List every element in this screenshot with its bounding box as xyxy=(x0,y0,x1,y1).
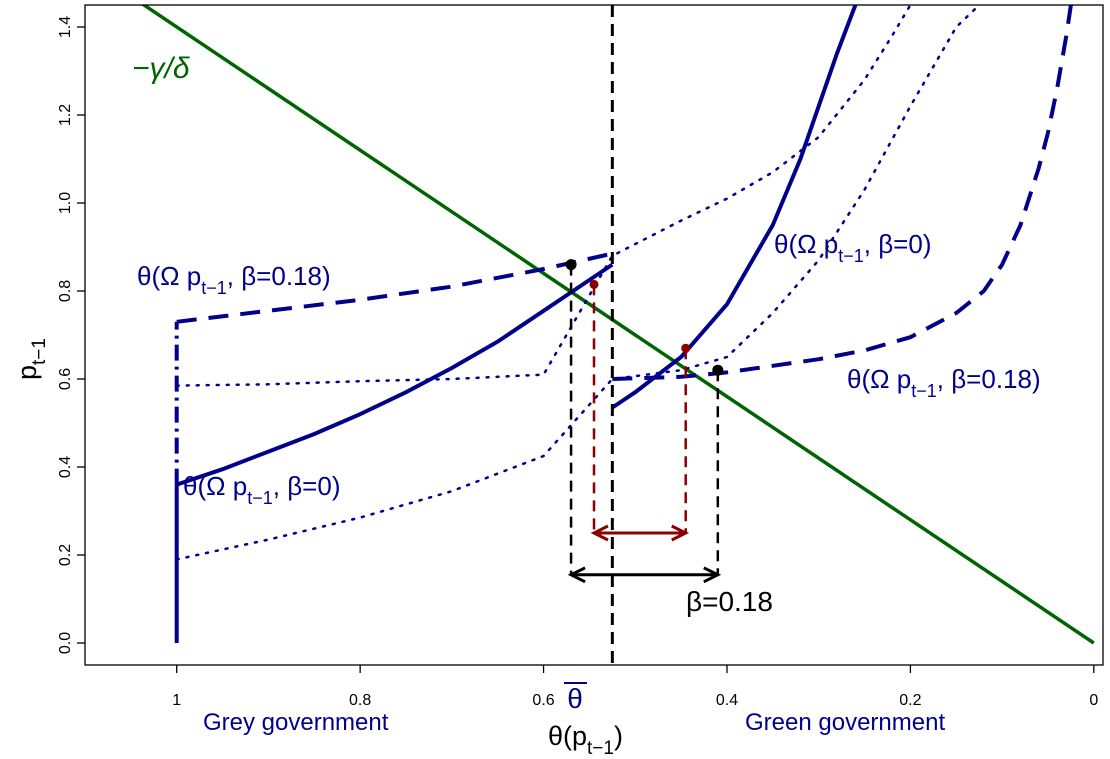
curve-label-beta0-lower: θ(Ω pt−1, β=0) xyxy=(183,471,341,508)
x-tick-label: 0.6 xyxy=(532,692,554,709)
marks-layer xyxy=(565,5,724,665)
point-black_left xyxy=(565,259,577,271)
y-tick-label: 1.4 xyxy=(57,16,74,38)
series-dotted_lower xyxy=(175,5,982,561)
beta-arrow-red-head-right xyxy=(671,524,690,542)
x-tick-label: 0 xyxy=(1089,692,1098,709)
curve-label-beta0-upper: θ(Ω pt−1, β=0) xyxy=(774,229,932,266)
series-solid_left xyxy=(176,262,614,487)
y-tick-label: 1.2 xyxy=(57,104,74,126)
y-axis-label: pt−1 xyxy=(12,338,50,380)
y-tick-label: 0.6 xyxy=(57,368,74,390)
series-dashed_right xyxy=(612,5,1073,381)
x-tick-label: 0.2 xyxy=(899,692,921,709)
y-tick-label: 0.0 xyxy=(57,632,74,654)
point-red_left xyxy=(589,279,599,289)
y-tick-label: 0.2 xyxy=(57,544,74,566)
series-dashed_left xyxy=(176,251,613,324)
series-solid_right xyxy=(611,5,858,410)
x-tick-label: 0.8 xyxy=(349,692,371,709)
curve-label-beta018-right: θ(Ω pt−1, β=0.18) xyxy=(847,364,1041,401)
line-label: −γ/δ xyxy=(132,52,190,85)
x-tick-label: 1 xyxy=(172,692,181,709)
axes-layer: 1 0.8 0.6 0.4 0.2 0 0.0 0.2 0.4 0.6 0.8 1.0 1.2 1.4 xyxy=(57,16,1098,709)
beta-arrow-black-head-left xyxy=(567,566,586,584)
y-tick-label: 0.4 xyxy=(57,456,74,478)
theta-bar-label: θ xyxy=(567,683,583,714)
beta-label: β=0.18 xyxy=(686,586,773,617)
point-black_right xyxy=(712,364,724,376)
y-tick-label: 1.0 xyxy=(57,192,74,214)
beta-arrow-red-head-left xyxy=(590,524,609,542)
y-tick-label: 0.8 xyxy=(57,280,74,302)
region-label-grey: Grey government xyxy=(203,709,389,736)
x-tick-label: 0.4 xyxy=(716,692,738,709)
point-red_right xyxy=(681,343,691,353)
plot-frame xyxy=(84,4,1104,666)
curve-label-beta018-left: θ(Ω pt−1, β=0.18) xyxy=(137,261,331,298)
beta-arrow-black-head-right xyxy=(703,566,722,584)
series-dotted_upper xyxy=(175,5,912,387)
region-label-green: Green government xyxy=(745,709,945,736)
x-axis-label: θ(pt−1) xyxy=(548,721,623,759)
